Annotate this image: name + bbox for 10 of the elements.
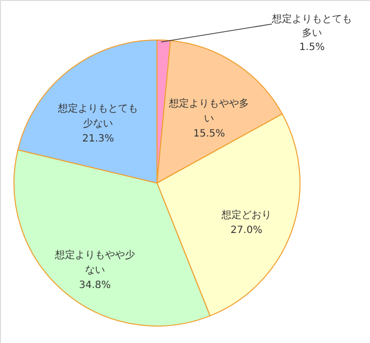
data-label: 21.3% bbox=[82, 133, 114, 144]
slice-label: 想定よりもやや少ない bbox=[54, 248, 135, 276]
data-label: 15.5% bbox=[193, 128, 225, 140]
slice-label: 想定よりもやや多い bbox=[168, 98, 250, 125]
data-label: 1.5% bbox=[299, 42, 325, 53]
slice-label: 想定どおり bbox=[220, 209, 272, 222]
slice-label: 想定よりもとても少ない bbox=[57, 102, 138, 130]
data-label: 34.8% bbox=[79, 280, 111, 291]
data-label: 27.0% bbox=[230, 225, 262, 236]
slice-label: 想定よりもとても多い bbox=[271, 13, 352, 39]
